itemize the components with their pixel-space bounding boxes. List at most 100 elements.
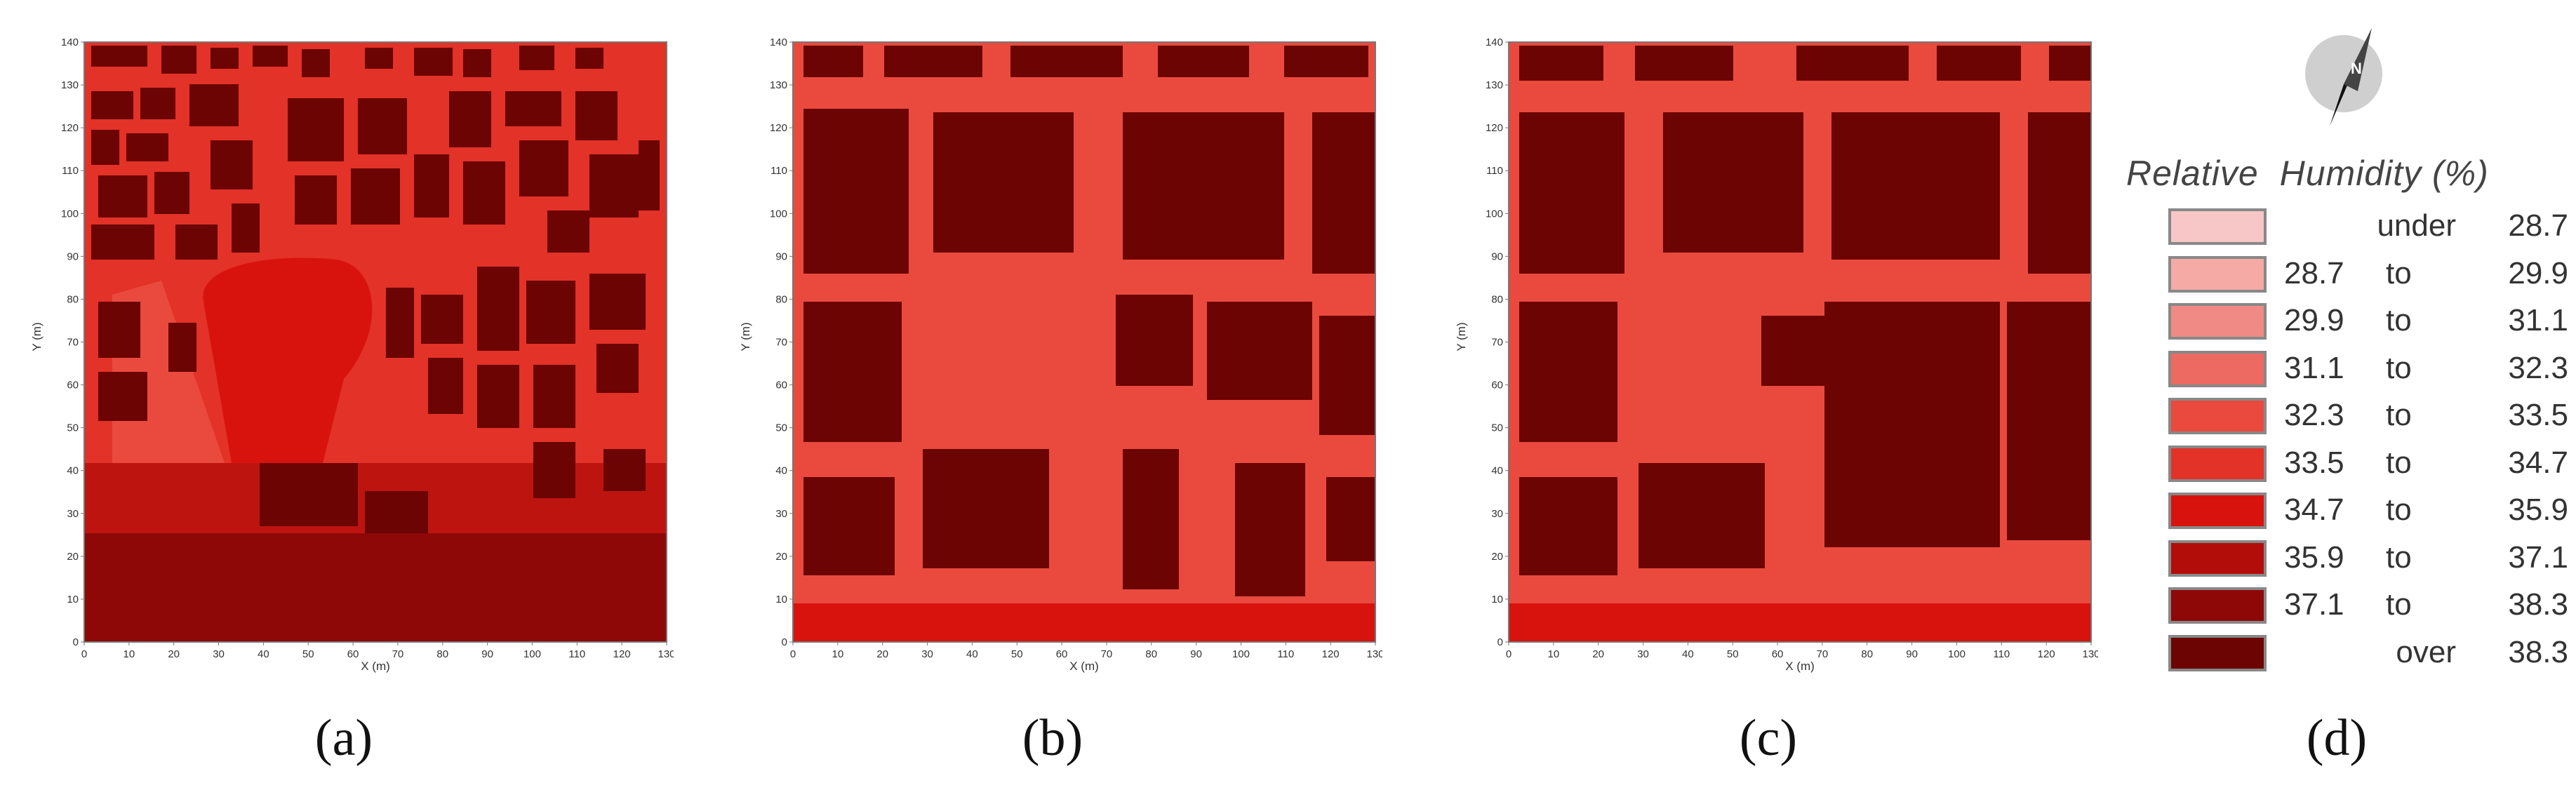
y-tick-label: 0 — [782, 636, 787, 648]
buildings-c — [1519, 46, 2091, 575]
legend-high-value: 35.9 — [2508, 493, 2568, 527]
x-tick-label: 30 — [1637, 648, 1649, 660]
caption-a: (a) — [314, 709, 373, 767]
plot-area-b — [792, 41, 1376, 643]
legend-low-value: 32.3 — [2284, 398, 2344, 432]
y-tick-label: 80 — [775, 293, 787, 305]
legend-range-word: to — [2386, 303, 2412, 337]
legend-title-word2: Humidity (%) — [2279, 154, 2489, 193]
x-tick-label: 80 — [436, 648, 448, 660]
legend-swatch — [2168, 445, 2267, 482]
y-tick-label: 10 — [67, 594, 79, 605]
buildings-b — [803, 46, 1375, 596]
legend-low-value: 37.1 — [2284, 587, 2344, 622]
y-tick-label: 50 — [1491, 422, 1503, 434]
y-tick-label: 70 — [67, 337, 79, 349]
y-ticks-c: 0 10 20 30 40 50 60 70 80 90 100 110 120 130 140 — [1486, 36, 1509, 648]
y-tick-label: 100 — [770, 208, 787, 220]
x-tick-label: 20 — [1592, 648, 1604, 660]
caption-b: (b) — [1022, 709, 1083, 767]
legend-high-value: 31.1 — [2508, 303, 2568, 337]
x-tick-label: 80 — [1145, 648, 1157, 660]
x-tick-label: 40 — [966, 648, 978, 660]
ground-band — [84, 533, 667, 642]
x-tick-label: 100 — [1948, 648, 1966, 660]
plot-area-a — [84, 41, 667, 643]
caption-d: (d) — [2306, 709, 2368, 767]
x-tick-label: 130 — [2082, 648, 2098, 660]
legend-range-word: to — [2386, 398, 2412, 432]
legend-swatch — [2168, 350, 2267, 387]
legend-range-word: to — [2386, 493, 2412, 527]
y-tick-label: 140 — [61, 36, 79, 48]
heatmap-b: 0 10 20 30 40 50 60 70 80 90 100 110 120 130 140 0 10 20… — [739, 36, 1382, 673]
legend-high-value: 28.7 — [2508, 208, 2568, 243]
heatmap-c: 0 10 20 30 40 50 60 70 80 90 100 110 120 130 140 0 10 20… — [1455, 36, 2098, 673]
x-tick-label: 120 — [613, 648, 631, 660]
y-tick-label: 40 — [775, 465, 787, 477]
y-tick-label: 140 — [770, 36, 787, 48]
x-tick-label: 30 — [921, 648, 933, 660]
plot-area-c — [1508, 41, 2092, 643]
x-tick-label: 100 — [523, 648, 541, 660]
x-tick-label: 40 — [258, 648, 269, 660]
legend-row: under 28.7 — [2126, 206, 2576, 248]
legend-swatch — [2168, 493, 2267, 529]
legend-high-value: 38.3 — [2508, 587, 2568, 622]
x-ticks-b: 0 10 20 30 40 50 60 70 80 90 100 110 120 130 — [790, 642, 1382, 660]
x-tick-label: 110 — [568, 648, 585, 660]
y-tick-label: 10 — [775, 594, 787, 605]
x-tick-label: 70 — [392, 648, 404, 660]
y-tick-label: 110 — [1486, 165, 1503, 177]
legend-title: Relative Humidity (%) — [2126, 153, 2576, 194]
y-tick-label: 0 — [1497, 636, 1503, 648]
legend-row: 33.5 to 34.7 — [2126, 443, 2576, 485]
legend-range-word: to — [2386, 540, 2412, 575]
x-axis-label-a: X (m) — [361, 660, 390, 673]
x-tick-label: 120 — [2038, 648, 2055, 660]
north-label: N — [2351, 60, 2362, 77]
legend-high-value: 32.3 — [2508, 350, 2568, 385]
y-tick-label: 90 — [67, 250, 79, 262]
panel-b: 0 10 20 30 40 50 60 70 80 90 100 110 120 130 140 0 10 20… — [730, 0, 1382, 702]
x-tick-label: 90 — [1906, 648, 1918, 660]
y-tick-label: 0 — [73, 636, 79, 648]
y-ticks-b: 0 10 20 30 40 50 60 70 80 90 100 110 120 130 140 — [770, 36, 793, 648]
legend-range-word: over — [2396, 634, 2456, 669]
legend-high-value: 34.7 — [2508, 445, 2568, 480]
y-axis-label-c: Y (m) — [1455, 322, 1468, 351]
y-tick-label: 100 — [61, 208, 79, 220]
panel-c: 0 10 20 30 40 50 60 70 80 90 100 110 120 130 140 0 10 20… — [1446, 0, 2098, 702]
legend-range-word: to — [2386, 350, 2412, 385]
y-tick-label: 120 — [61, 122, 79, 134]
legend: N Relative Humidity (%) under 28.7 28.7 to 29… — [2126, 0, 2576, 790]
legend-row: over 38.3 — [2126, 632, 2576, 674]
x-tick-label: 20 — [876, 648, 888, 660]
y-tick-label: 40 — [67, 465, 79, 477]
x-ticks-a: 0 10 20 30 40 50 60 70 80 90 100 110 120 130 — [81, 642, 674, 660]
legend-low-value: 34.7 — [2284, 493, 2344, 527]
legend-row: 29.9 to 31.1 — [2126, 300, 2576, 342]
y-tick-label: 80 — [67, 293, 79, 305]
y-tick-label: 120 — [1486, 122, 1503, 134]
ground-band — [1509, 603, 2091, 642]
y-tick-label: 60 — [775, 380, 787, 391]
x-tick-label: 10 — [1548, 648, 1560, 660]
legend-row: 37.1 to 38.3 — [2126, 584, 2576, 627]
x-axis-label-b: X (m) — [1069, 660, 1099, 673]
legend-row: 35.9 to 37.1 — [2126, 537, 2576, 580]
x-tick-label: 80 — [1861, 648, 1873, 660]
ground-band — [793, 603, 1375, 642]
x-tick-label: 50 — [1727, 648, 1739, 660]
y-tick-label: 50 — [775, 422, 787, 434]
x-tick-label: 30 — [213, 648, 225, 660]
legend-low-value: 33.5 — [2284, 445, 2344, 480]
x-ticks-c: 0 10 20 30 40 50 60 70 80 90 100 110 120 130 — [1506, 642, 2098, 660]
y-tick-label: 40 — [1491, 465, 1503, 477]
x-tick-label: 100 — [1232, 648, 1250, 660]
x-tick-label: 50 — [302, 648, 314, 660]
legend-row: 31.1 to 32.3 — [2126, 348, 2576, 390]
legend-swatch — [2168, 587, 2267, 624]
x-tick-label: 60 — [1056, 648, 1068, 660]
legend-range-word: under — [2377, 208, 2456, 243]
